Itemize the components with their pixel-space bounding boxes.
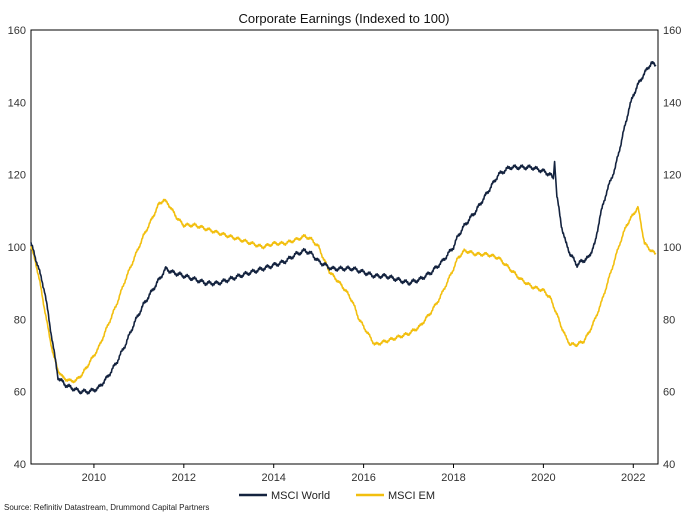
y-tick-right-60: 60 xyxy=(663,387,675,399)
y-tick-right-160: 160 xyxy=(663,25,681,37)
y-tick-left-80: 80 xyxy=(14,314,26,326)
x-axis: 2010 2012 2014 2016 2018 2020 2022 xyxy=(82,464,646,484)
series-line-msci-world xyxy=(30,61,657,395)
y-axis-right: 40 60 80 100 120 140 160 xyxy=(663,25,681,471)
y-tick-right-100: 100 xyxy=(663,242,681,254)
x-tick-2018: 2018 xyxy=(441,472,465,484)
y-tick-left-40: 40 xyxy=(14,459,26,471)
source-note: Source: Refinitiv Datastream, Drummond C… xyxy=(4,503,210,512)
y-tick-left-120: 120 xyxy=(8,170,26,182)
x-tick-2022: 2022 xyxy=(621,472,645,484)
y-tick-left-100: 100 xyxy=(8,242,26,254)
x-tick-2010: 2010 xyxy=(82,472,106,484)
series-line-msci-em xyxy=(30,198,657,384)
x-tick-2020: 2020 xyxy=(531,472,555,484)
y-tick-right-80: 80 xyxy=(663,314,675,326)
legend-label-msci-world: MSCI World xyxy=(271,490,330,502)
y-tick-left-60: 60 xyxy=(14,387,26,399)
x-tick-2016: 2016 xyxy=(351,472,375,484)
y-axis-left: 40 60 80 100 120 140 160 xyxy=(8,25,26,471)
x-tick-2014: 2014 xyxy=(261,472,285,484)
plot-area xyxy=(30,29,659,465)
y-tick-right-40: 40 xyxy=(663,459,675,471)
chart-title: Corporate Earnings (Indexed to 100) xyxy=(238,11,449,26)
y-tick-right-120: 120 xyxy=(663,170,681,182)
y-tick-right-140: 140 xyxy=(663,97,681,109)
y-tick-left-140: 140 xyxy=(8,97,26,109)
legend-label-msci-em: MSCI EM xyxy=(388,490,435,502)
y-tick-left-160: 160 xyxy=(8,25,26,37)
series-lines xyxy=(30,61,657,395)
legend: MSCI World MSCI EM xyxy=(239,490,435,502)
x-tick-2012: 2012 xyxy=(172,472,196,484)
